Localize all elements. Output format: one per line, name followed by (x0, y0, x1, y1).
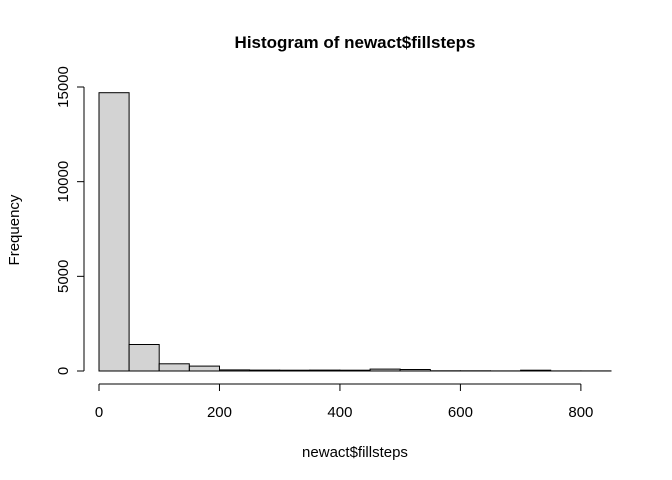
y-tick-label: 10000 (55, 161, 72, 203)
x-tick-label: 400 (327, 404, 352, 421)
x-axis: 0 200 400 600 800 (95, 383, 593, 421)
y-axis: 0 5000 10000 15000 (55, 66, 85, 375)
histogram-bars (98, 92, 612, 372)
histogram-bar (369, 368, 401, 372)
x-tick-label: 200 (207, 404, 232, 421)
y-tick-label: 15000 (55, 66, 72, 108)
chart-title: Histogram of newact$fillsteps (235, 33, 476, 52)
histogram-bar (520, 369, 552, 372)
histogram-bar (309, 369, 341, 372)
histogram-bar (188, 365, 220, 372)
histogram-bar (98, 92, 130, 372)
x-tick-label: 800 (568, 404, 593, 421)
x-tick-label: 0 (95, 404, 103, 421)
histogram-bar (158, 363, 190, 372)
histogram-bar (219, 369, 251, 372)
y-tick-label: 5000 (55, 260, 72, 293)
x-tick-label: 600 (448, 404, 473, 421)
histogram-bar (339, 369, 371, 372)
histogram-bar (249, 369, 281, 372)
histogram-bar (279, 369, 311, 372)
histogram-bar (399, 369, 431, 372)
y-tick-label: 0 (55, 367, 72, 375)
x-axis-label: newact$fillsteps (302, 444, 408, 461)
y-axis-label: Frequency (6, 194, 23, 265)
histogram-bar (128, 344, 160, 372)
